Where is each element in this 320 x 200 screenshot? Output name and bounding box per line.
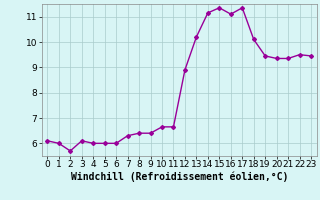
X-axis label: Windchill (Refroidissement éolien,°C): Windchill (Refroidissement éolien,°C) (70, 172, 288, 182)
